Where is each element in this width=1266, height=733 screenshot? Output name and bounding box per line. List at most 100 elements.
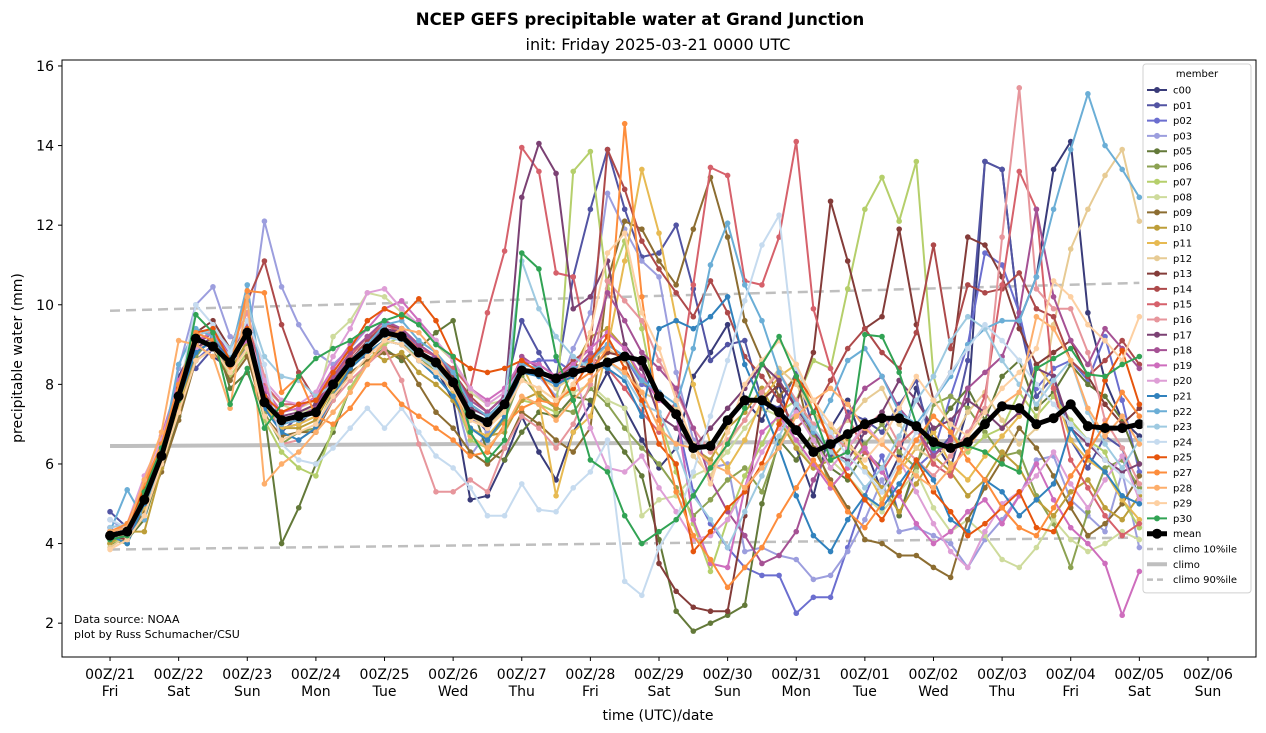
point-mean bbox=[173, 391, 184, 402]
point-p09 bbox=[1016, 425, 1023, 431]
point-p22 bbox=[1050, 206, 1057, 213]
point-p30 bbox=[261, 425, 268, 431]
point-p18 bbox=[656, 365, 662, 372]
point-p15 bbox=[999, 282, 1005, 288]
point-p15 bbox=[1102, 512, 1108, 519]
point-p07 bbox=[278, 449, 285, 455]
point-p19 bbox=[1119, 612, 1125, 619]
point-mean bbox=[585, 363, 596, 374]
point-p23 bbox=[947, 337, 954, 344]
climo-line-p10 bbox=[110, 536, 1140, 551]
point-p28 bbox=[141, 477, 148, 483]
point-p11 bbox=[553, 493, 559, 499]
point-p24 bbox=[1016, 357, 1023, 364]
point-p16 bbox=[1050, 305, 1057, 312]
point-p16 bbox=[947, 453, 954, 459]
x-tick-sublabel: Tue bbox=[372, 684, 397, 700]
point-p25 bbox=[501, 365, 508, 372]
point-mean bbox=[1014, 403, 1025, 414]
point-p15 bbox=[1119, 532, 1125, 539]
point-mean bbox=[1048, 413, 1059, 424]
point-p25 bbox=[295, 401, 302, 408]
point-p08 bbox=[570, 389, 577, 396]
point-p17 bbox=[1136, 461, 1143, 467]
point-p30 bbox=[467, 429, 474, 435]
point-p12 bbox=[1119, 146, 1125, 153]
point-mean bbox=[1082, 421, 1093, 432]
point-p03 bbox=[896, 528, 902, 535]
point-p29 bbox=[862, 457, 868, 463]
point-p24 bbox=[1136, 489, 1143, 495]
point-p20 bbox=[656, 485, 662, 491]
point-p09 bbox=[673, 282, 679, 288]
point-p16 bbox=[570, 421, 577, 427]
point-p16 bbox=[501, 445, 508, 451]
point-p13 bbox=[707, 608, 714, 615]
point-p30 bbox=[793, 373, 800, 380]
point-mean bbox=[877, 413, 888, 424]
point-p30 bbox=[450, 353, 456, 360]
point-p29 bbox=[553, 397, 559, 404]
point-p30 bbox=[879, 333, 885, 340]
point-p21 bbox=[1119, 493, 1125, 499]
point-p30 bbox=[536, 266, 542, 272]
point-p10 bbox=[1067, 489, 1074, 495]
point-p22 bbox=[1033, 274, 1040, 280]
point-p13 bbox=[690, 604, 697, 611]
point-p14 bbox=[862, 325, 868, 332]
point-p19 bbox=[1050, 496, 1057, 503]
point-p29 bbox=[261, 413, 268, 420]
climo-line-p90 bbox=[110, 281, 1140, 312]
point-p05 bbox=[707, 620, 714, 626]
legend-label: p17 bbox=[1173, 330, 1192, 341]
point-p30 bbox=[1119, 361, 1125, 368]
point-p25 bbox=[381, 305, 388, 312]
point-p29 bbox=[381, 337, 388, 344]
point-p27 bbox=[536, 397, 542, 404]
point-p23 bbox=[810, 425, 817, 431]
point-p30 bbox=[501, 437, 508, 443]
point-p03 bbox=[295, 321, 302, 328]
point-p29 bbox=[793, 361, 800, 368]
point-p06 bbox=[1067, 564, 1074, 571]
point-p28 bbox=[759, 465, 765, 471]
point-p01 bbox=[107, 508, 113, 515]
point-p30 bbox=[1102, 373, 1108, 380]
point-p27 bbox=[261, 290, 268, 296]
point-mean bbox=[122, 526, 133, 537]
point-p09 bbox=[433, 409, 439, 416]
point-p27 bbox=[690, 532, 697, 539]
point-p18 bbox=[844, 413, 851, 420]
point-p29 bbox=[1050, 278, 1057, 284]
point-p27 bbox=[244, 288, 251, 294]
point-p29 bbox=[621, 230, 628, 236]
point-p29 bbox=[639, 309, 645, 316]
point-c00 bbox=[1085, 309, 1091, 316]
point-p24 bbox=[656, 544, 662, 551]
point-p28 bbox=[673, 441, 679, 447]
point-p30 bbox=[381, 317, 388, 324]
point-p18 bbox=[964, 385, 971, 392]
point-p29 bbox=[1136, 313, 1143, 320]
point-mean bbox=[945, 443, 956, 454]
point-mean bbox=[413, 347, 424, 358]
chart-title: NCEP GEFS precipitable water at Grand Ju… bbox=[416, 10, 864, 29]
point-p16 bbox=[1136, 481, 1143, 487]
point-p24 bbox=[347, 425, 354, 431]
point-p18 bbox=[947, 437, 954, 443]
point-p24 bbox=[587, 469, 594, 475]
legend-item-p18: p18 bbox=[1147, 346, 1192, 357]
point-p18 bbox=[518, 353, 525, 360]
point-p28 bbox=[227, 405, 233, 412]
point-p23 bbox=[1033, 401, 1040, 408]
point-p06 bbox=[862, 441, 868, 447]
point-p10 bbox=[416, 369, 422, 376]
point-p09 bbox=[879, 540, 885, 547]
point-p30 bbox=[1067, 345, 1074, 352]
point-p27 bbox=[1033, 532, 1040, 539]
legend-item-p19: p19 bbox=[1147, 361, 1192, 372]
point-p24 bbox=[776, 212, 782, 219]
point-p13 bbox=[724, 608, 731, 615]
point-p23 bbox=[1050, 377, 1057, 384]
point-p02 bbox=[827, 594, 834, 601]
